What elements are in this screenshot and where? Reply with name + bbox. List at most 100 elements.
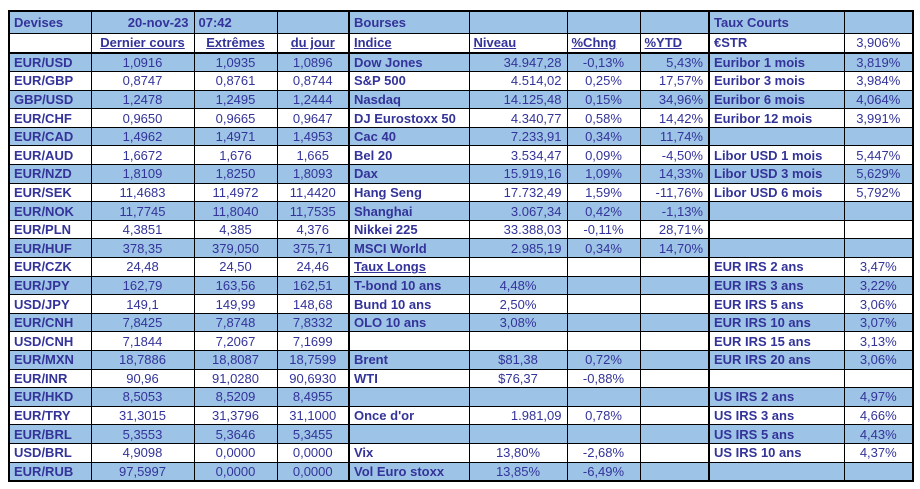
- estr-value[interactable]: 3,906%: [843, 32, 914, 54]
- cell-percent-ytd[interactable]: -4,50%: [639, 145, 710, 166]
- col-header-ytd[interactable]: %YTD: [639, 32, 710, 54]
- cell-last-price[interactable]: 162,79: [90, 275, 195, 296]
- cell-percent-change[interactable]: 0,15%: [566, 89, 641, 110]
- cell-day-high[interactable]: 4,385: [193, 219, 278, 240]
- cell-index-level[interactable]: 4.340,77: [468, 108, 568, 128]
- cell-rate-value[interactable]: 3,07%: [843, 312, 914, 333]
- cell-day-high[interactable]: 149,99: [193, 294, 278, 314]
- cell-day-high[interactable]: 24,50: [193, 257, 278, 277]
- cell-last-price[interactable]: 1,8109: [90, 164, 195, 184]
- cell-percent-ytd[interactable]: 28,71%: [639, 219, 710, 240]
- cell-rate-value[interactable]: [843, 368, 914, 389]
- cell-currency-pair[interactable]: EUR/PLN: [8, 219, 92, 240]
- cell-day-high[interactable]: 1,4971: [193, 126, 278, 147]
- cell-index-name[interactable]: Vix: [348, 442, 470, 463]
- cell-currency-pair[interactable]: EUR/NZD: [8, 164, 92, 184]
- cell-rate-name[interactable]: Libor USD 6 mois: [708, 182, 845, 203]
- empty-cell[interactable]: [468, 10, 568, 34]
- cell-percent-change[interactable]: 1,09%: [566, 164, 641, 184]
- cell-rate-value[interactable]: [843, 238, 914, 259]
- cell-percent-change[interactable]: [566, 257, 641, 277]
- empty-cell[interactable]: [639, 10, 710, 34]
- cell-index-level[interactable]: 4,48%: [468, 275, 568, 296]
- cell-percent-ytd[interactable]: [639, 461, 710, 482]
- cell-currency-pair[interactable]: USD/BRL: [8, 442, 92, 463]
- col-header-extremes[interactable]: Extrêmes: [193, 32, 278, 54]
- cell-rate-value[interactable]: [843, 126, 914, 147]
- cell-day-low[interactable]: 4,376: [276, 219, 350, 240]
- cell-percent-change[interactable]: [566, 312, 641, 333]
- cell-index-level[interactable]: 4.514,02: [468, 71, 568, 91]
- cell-day-high[interactable]: 163,56: [193, 275, 278, 296]
- cell-index-level[interactable]: [468, 257, 568, 277]
- cell-percent-change[interactable]: 0,25%: [566, 71, 641, 91]
- cell-day-low[interactable]: 1,0896: [276, 52, 350, 73]
- cell-last-price[interactable]: 149,1: [90, 294, 195, 314]
- cell-percent-ytd[interactable]: 14,42%: [639, 108, 710, 128]
- cell-rate-name[interactable]: EUR IRS 15 ans: [708, 331, 845, 351]
- cell-rate-value[interactable]: 5,792%: [843, 182, 914, 203]
- cell-day-high[interactable]: 8,5209: [193, 387, 278, 407]
- cell-currency-pair[interactable]: EUR/CHF: [8, 108, 92, 128]
- cell-index-name[interactable]: Dow Jones: [348, 52, 470, 73]
- cell-percent-change[interactable]: -6,49%: [566, 461, 641, 482]
- cell-currency-pair[interactable]: USD/JPY: [8, 294, 92, 314]
- cell-index-level[interactable]: 2,50%: [468, 294, 568, 314]
- cell-percent-ytd[interactable]: [639, 257, 710, 277]
- cell-index-level[interactable]: 17.732,49: [468, 182, 568, 203]
- cell-day-high[interactable]: 7,8748: [193, 312, 278, 333]
- cell-percent-change[interactable]: [566, 294, 641, 314]
- cell-rate-value[interactable]: 3,22%: [843, 275, 914, 296]
- cell-index-level[interactable]: 33.388,03: [468, 219, 568, 240]
- cell-last-price[interactable]: 8,5053: [90, 387, 195, 407]
- cell-percent-change[interactable]: [566, 387, 641, 407]
- cell-rate-name[interactable]: [708, 126, 845, 147]
- cell-day-high[interactable]: 11,4972: [193, 182, 278, 203]
- cell-rate-value[interactable]: 3,47%: [843, 257, 914, 277]
- cell-day-high[interactable]: 1,8250: [193, 164, 278, 184]
- cell-last-price[interactable]: 7,1844: [90, 331, 195, 351]
- cell-day-low[interactable]: 0,9647: [276, 108, 350, 128]
- cell-rate-name[interactable]: Euribor 3 mois: [708, 71, 845, 91]
- cell-rate-value[interactable]: [843, 201, 914, 221]
- cell-index-name[interactable]: [348, 424, 470, 444]
- empty-cell[interactable]: [276, 10, 350, 34]
- cell-currency-pair[interactable]: EUR/RUB: [8, 461, 92, 482]
- cell-last-price[interactable]: 90,96: [90, 368, 195, 389]
- cell-percent-change[interactable]: 0,34%: [566, 238, 641, 259]
- cell-last-price[interactable]: 97,5997: [90, 461, 195, 482]
- cell-day-high[interactable]: 0,9665: [193, 108, 278, 128]
- cell-last-price[interactable]: 5,3553: [90, 424, 195, 444]
- cell-day-low[interactable]: 18,7599: [276, 350, 350, 370]
- col-header-dernier-cours[interactable]: Dernier cours: [90, 32, 195, 54]
- cell-percent-change[interactable]: -0,13%: [566, 52, 641, 73]
- cell-day-high[interactable]: 0,0000: [193, 442, 278, 463]
- cell-percent-ytd[interactable]: [639, 442, 710, 463]
- cell-rate-value[interactable]: 5,447%: [843, 145, 914, 166]
- cell-rate-value[interactable]: 5,629%: [843, 164, 914, 184]
- cell-rate-value[interactable]: 4,66%: [843, 405, 914, 426]
- cell-rate-value[interactable]: 3,06%: [843, 350, 914, 370]
- cell-last-price[interactable]: 18,7886: [90, 350, 195, 370]
- cell-index-name[interactable]: Dax: [348, 164, 470, 184]
- cell-percent-ytd[interactable]: 17,57%: [639, 71, 710, 91]
- taux-courts-section-title[interactable]: Taux Courts: [708, 10, 845, 34]
- cell-currency-pair[interactable]: EUR/AUD: [8, 145, 92, 166]
- cell-percent-change[interactable]: [566, 275, 641, 296]
- cell-currency-pair[interactable]: EUR/MXN: [8, 350, 92, 370]
- cell-percent-ytd[interactable]: 14,70%: [639, 238, 710, 259]
- cell-rate-name[interactable]: EUR IRS 20 ans: [708, 350, 845, 370]
- cell-day-high[interactable]: 0,0000: [193, 461, 278, 482]
- cell-percent-change[interactable]: 0,72%: [566, 350, 641, 370]
- cell-last-price[interactable]: 1,4962: [90, 126, 195, 147]
- cell-currency-pair[interactable]: EUR/BRL: [8, 424, 92, 444]
- cell-index-name[interactable]: Nikkei 225: [348, 219, 470, 240]
- date-cell[interactable]: 20-nov-23: [90, 10, 195, 34]
- cell-rate-name[interactable]: US IRS 10 ans: [708, 442, 845, 463]
- cell-percent-ytd[interactable]: [639, 424, 710, 444]
- cell-index-level[interactable]: 3,08%: [468, 312, 568, 333]
- cell-index-level[interactable]: 14.125,48: [468, 89, 568, 110]
- cell-currency-pair[interactable]: EUR/JPY: [8, 275, 92, 296]
- cell-last-price[interactable]: 7,8425: [90, 312, 195, 333]
- cell-rate-value[interactable]: 3,984%: [843, 71, 914, 91]
